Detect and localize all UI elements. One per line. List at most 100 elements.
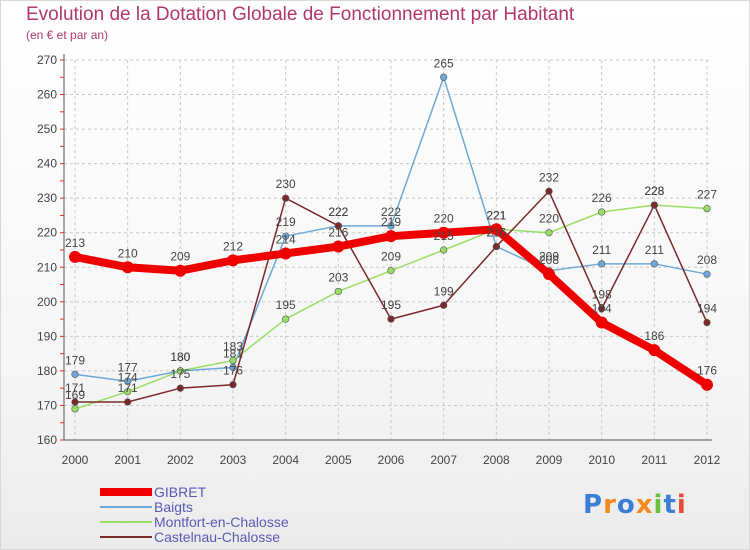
data-point: [227, 254, 239, 267]
data-label: 203: [328, 270, 348, 284]
data-label: 208: [539, 253, 559, 267]
data-point: [332, 240, 345, 253]
chart-title: Evolution de la Dotation Globale de Fonc…: [26, 4, 575, 25]
data-point: [545, 229, 553, 237]
legend-item: Montfort-en-Chalosse: [100, 514, 289, 530]
data-label: 208: [697, 253, 717, 267]
data-label: 222: [328, 205, 348, 219]
x-tick-label: 2000: [62, 453, 89, 467]
data-point: [703, 270, 711, 278]
x-tick-label: 2002: [167, 453, 194, 467]
x-tick-label: 2012: [694, 453, 721, 467]
data-label: 219: [381, 215, 401, 229]
logo-letter: o: [616, 490, 636, 520]
data-point: [387, 267, 395, 275]
logo-letter: P: [583, 490, 604, 520]
y-tick-label: 270: [37, 53, 57, 67]
data-point: [334, 222, 342, 230]
data-label: 226: [592, 191, 612, 205]
y-tick-label: 240: [37, 157, 57, 171]
data-point: [598, 305, 606, 313]
data-point: [174, 264, 187, 277]
y-tick-label: 160: [37, 433, 57, 447]
x-tick-label: 2003: [220, 453, 247, 467]
data-label: 210: [118, 246, 138, 260]
data-point: [385, 230, 397, 243]
y-tick-label: 200: [37, 295, 57, 309]
data-point: [334, 287, 342, 296]
data-point: [492, 242, 500, 251]
x-tick-label: 2008: [483, 453, 510, 467]
data-label: 171: [65, 381, 85, 395]
data-point: [648, 344, 661, 357]
data-point: [229, 381, 237, 389]
data-label: 230: [276, 177, 296, 191]
x-tick-label: 2005: [325, 453, 352, 467]
y-tick-label: 180: [37, 364, 57, 378]
data-label: 265: [434, 56, 454, 70]
data-point: [124, 388, 132, 396]
data-label: 228: [644, 184, 664, 198]
y-tick-label: 210: [37, 260, 57, 274]
logo-letter: i: [676, 490, 687, 520]
x-tick-label: 2004: [272, 453, 299, 467]
data-label: 216: [486, 226, 506, 240]
y-tick-label: 260: [37, 88, 57, 102]
data-point: [71, 405, 79, 413]
data-point: [598, 208, 606, 216]
data-label: 186: [644, 329, 664, 343]
data-label: 222: [328, 205, 348, 219]
y-tick-label: 170: [37, 398, 57, 412]
data-label: 221: [486, 208, 506, 222]
data-label: 220: [434, 212, 454, 226]
x-tick-label: 2011: [641, 453, 667, 467]
data-label: 195: [276, 298, 296, 312]
data-label: 216: [486, 226, 506, 240]
data-point: [440, 301, 448, 309]
data-label: 232: [539, 170, 559, 184]
data-label: 198: [592, 288, 612, 302]
data-label: 209: [539, 250, 559, 264]
y-tick-label: 190: [37, 329, 57, 343]
logo-letter: i: [653, 490, 664, 520]
data-point: [598, 260, 606, 268]
data-point: [543, 268, 555, 281]
data-point: [701, 378, 713, 391]
data-point: [71, 370, 79, 378]
data-point: [229, 356, 237, 365]
data-point: [69, 250, 81, 263]
data-label: 216: [328, 226, 348, 240]
data-label: 228: [644, 184, 664, 198]
data-point: [279, 247, 292, 260]
data-point: [124, 398, 132, 406]
data-label: 194: [592, 302, 612, 316]
data-label: 219: [276, 215, 296, 229]
logo-letter: x: [635, 490, 654, 520]
x-tick-label: 2001: [114, 453, 141, 467]
data-point: [650, 201, 658, 209]
data-label: 183: [223, 340, 243, 354]
x-tick-label: 2009: [536, 453, 563, 467]
data-label: 227: [697, 188, 717, 202]
data-point: [545, 187, 553, 195]
data-label: 179: [65, 353, 85, 367]
data-point: [124, 377, 132, 385]
data-label: 213: [65, 236, 85, 250]
data-label: 176: [697, 364, 717, 378]
proxiti-logo: Proxiti: [583, 490, 687, 520]
data-label: 221: [486, 208, 506, 222]
data-label: 180: [170, 350, 190, 364]
legend-item: GIBRET: [100, 484, 206, 500]
data-label: 215: [434, 229, 454, 243]
legend-item: Baigts: [100, 499, 193, 515]
data-label: 214: [276, 232, 296, 246]
legend-swatch: [100, 536, 152, 538]
data-label: 176: [223, 364, 243, 378]
data-point: [595, 316, 608, 329]
data-point: [703, 204, 711, 213]
data-label: 212: [223, 239, 243, 253]
data-label: 181: [223, 346, 243, 360]
legend-swatch: [100, 521, 152, 523]
